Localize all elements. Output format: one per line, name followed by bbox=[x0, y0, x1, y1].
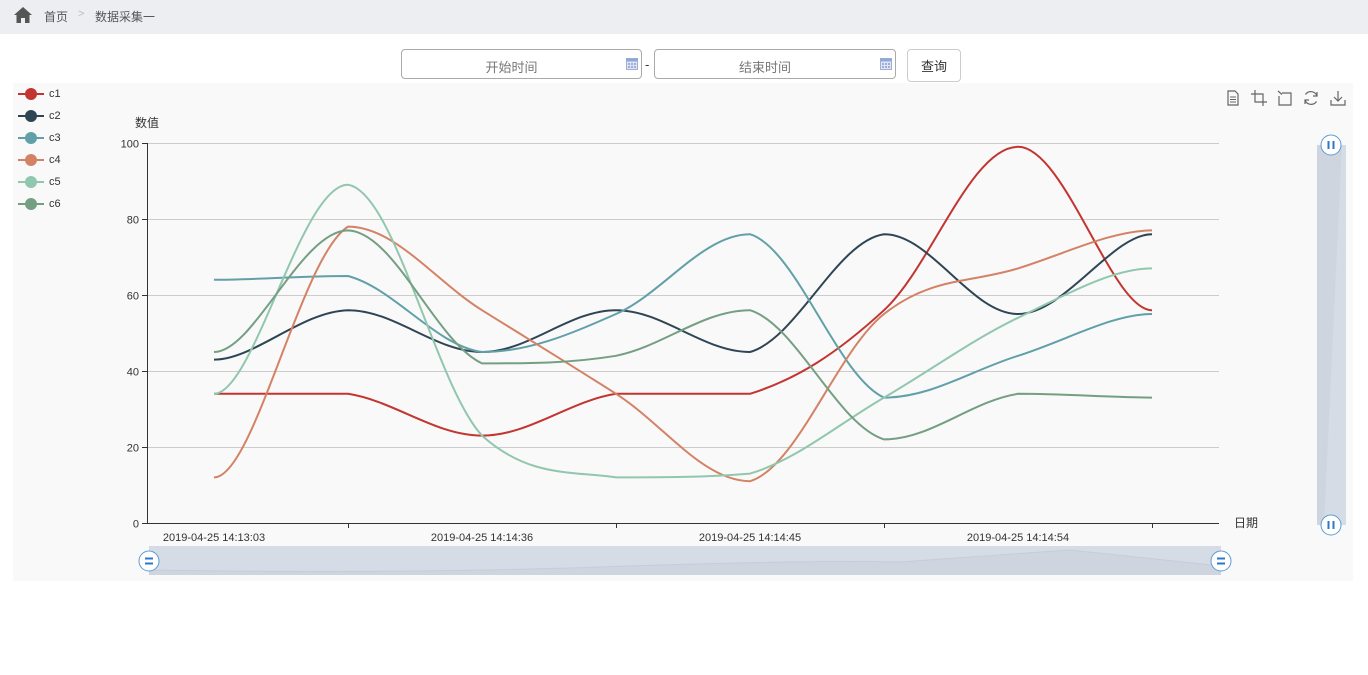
legend-marker-icon bbox=[18, 176, 44, 188]
series-line-c5[interactable] bbox=[213, 183, 1153, 479]
legend-marker-icon bbox=[18, 88, 44, 100]
series-line-c6[interactable] bbox=[213, 229, 1153, 441]
series-line-c1[interactable] bbox=[214, 145, 1153, 437]
legend-marker-icon bbox=[18, 132, 44, 144]
y-tick-label: 80 bbox=[127, 215, 139, 227]
end-time-input[interactable]: 结束时间 bbox=[654, 49, 896, 79]
x-datazoom-handle-right[interactable] bbox=[1210, 550, 1232, 572]
y-tick-label: 60 bbox=[127, 291, 139, 303]
breadcrumb-separator: > bbox=[78, 8, 85, 20]
y-datazoom-handle-top[interactable] bbox=[1320, 134, 1342, 156]
zoom-reset-icon[interactable] bbox=[1276, 89, 1294, 107]
legend-marker-icon bbox=[18, 110, 44, 122]
y-tick-label: 20 bbox=[127, 443, 139, 455]
x-tick-label: 2019-04-25 14:14:45 bbox=[699, 532, 801, 544]
legend-label: c3 bbox=[49, 132, 61, 144]
restore-icon[interactable] bbox=[1302, 89, 1320, 107]
y-tick-label: 0 bbox=[133, 519, 139, 531]
series-line-c2[interactable] bbox=[213, 233, 1153, 361]
legend-label: c6 bbox=[49, 198, 61, 210]
x-tick-label: 2019-04-25 14:14:36 bbox=[431, 532, 533, 544]
y-datazoom-slider[interactable] bbox=[1317, 145, 1346, 525]
breadcrumb-home[interactable]: 首页 bbox=[44, 10, 69, 24]
x-datazoom-handle-left[interactable] bbox=[138, 550, 160, 572]
calendar-icon[interactable] bbox=[880, 58, 892, 70]
save-image-icon[interactable] bbox=[1329, 89, 1347, 107]
legend-marker-icon bbox=[18, 198, 44, 210]
x-axis-title: 日期 bbox=[1234, 516, 1258, 530]
breadcrumb-bar: 首页 > 数据采集一 bbox=[0, 0, 1368, 34]
legend-label: c1 bbox=[49, 88, 61, 100]
home-icon[interactable] bbox=[13, 6, 33, 24]
series-line-c3[interactable] bbox=[213, 233, 1153, 399]
legend-label: c4 bbox=[49, 154, 61, 166]
data-view-icon[interactable] bbox=[1224, 89, 1242, 107]
x-tick-label: 2019-04-25 14:13:03 bbox=[163, 532, 265, 544]
start-time-placeholder: 开始时间 bbox=[485, 60, 538, 75]
legend-label: c2 bbox=[49, 110, 61, 122]
y-axis-title: 数值 bbox=[135, 115, 159, 130]
end-time-placeholder: 结束时间 bbox=[738, 60, 791, 75]
query-button[interactable]: 查询 bbox=[907, 49, 961, 82]
breadcrumb-current: 数据采集一 bbox=[95, 10, 156, 24]
zoom-icon[interactable] bbox=[1250, 89, 1268, 107]
x-datazoom-slider[interactable] bbox=[148, 546, 1222, 575]
y-tick-label: 100 bbox=[121, 139, 139, 151]
start-time-input[interactable]: 开始时间 bbox=[401, 49, 642, 79]
series-line-c4[interactable] bbox=[213, 225, 1153, 483]
legend-marker-icon bbox=[18, 154, 44, 166]
y-datazoom-handle-bottom[interactable] bbox=[1320, 514, 1342, 536]
range-separator: - bbox=[645, 57, 650, 72]
calendar-icon[interactable] bbox=[626, 58, 638, 70]
legend-label: c5 bbox=[49, 176, 61, 188]
y-tick-label: 40 bbox=[127, 367, 139, 379]
x-tick-label: 2019-04-25 14:14:54 bbox=[967, 532, 1069, 544]
